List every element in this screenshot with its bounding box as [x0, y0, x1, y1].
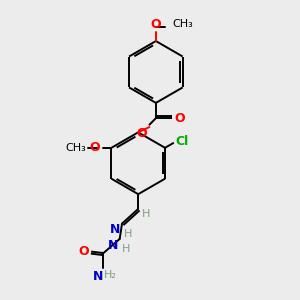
Text: O: O [78, 245, 89, 258]
Text: CH₃: CH₃ [66, 143, 86, 153]
Text: CH₃: CH₃ [172, 19, 193, 29]
Text: O: O [174, 112, 185, 125]
Text: H: H [124, 229, 132, 239]
Text: H: H [142, 209, 150, 220]
Text: N: N [92, 270, 103, 283]
Text: H₂: H₂ [104, 270, 117, 280]
Text: O: O [151, 18, 161, 31]
Text: Cl: Cl [175, 135, 189, 148]
Text: N: N [110, 223, 121, 236]
Text: O: O [137, 127, 147, 140]
Text: H: H [122, 244, 130, 254]
Text: N: N [108, 239, 118, 252]
Text: O: O [90, 141, 100, 154]
